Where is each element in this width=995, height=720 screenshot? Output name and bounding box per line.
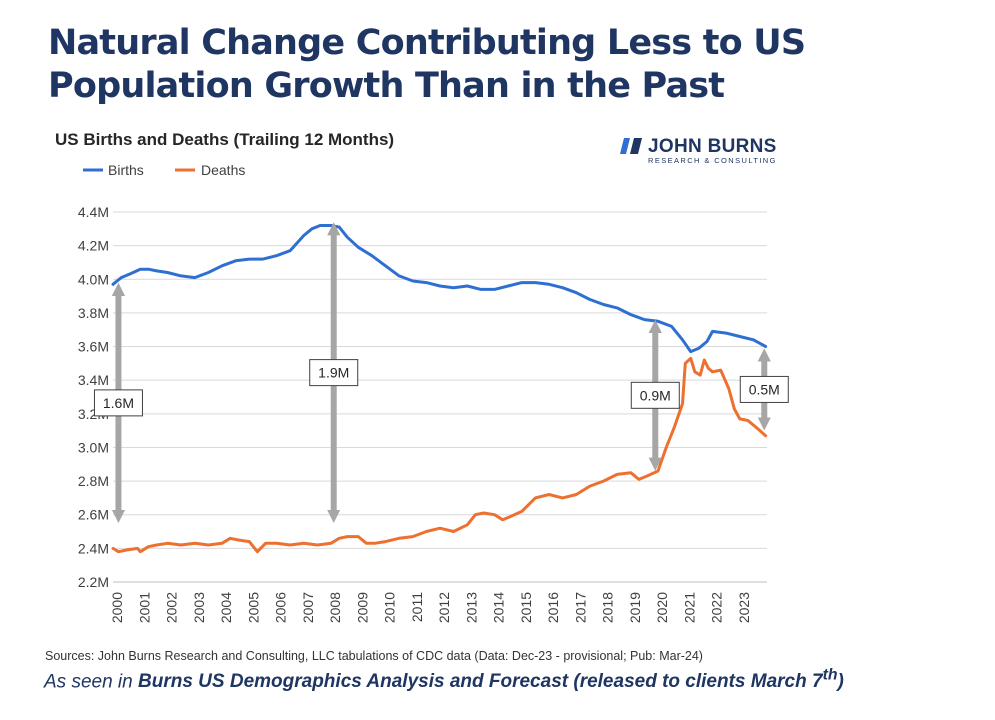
y-tick-label: 3.0M (78, 439, 109, 455)
x-tick-label: 2001 (136, 592, 152, 623)
legend-label-deaths: Deaths (201, 162, 245, 178)
x-tick-label: 2021 (681, 592, 697, 623)
page-title-line2: Population Growth Than in the Past (48, 66, 725, 106)
gap-label: 1.9M (318, 365, 349, 381)
y-axis: 2.2M2.4M2.6M2.8M3.0M3.2M3.4M3.6M3.8M4.0M… (78, 204, 109, 590)
y-tick-label: 2.8M (78, 473, 109, 489)
seen-in-report-title: Burns US Demographics Analysis and Forec… (138, 671, 823, 693)
chart-title: US Births and Deaths (Trailing 12 Months… (55, 130, 394, 149)
x-tick-label: 2007 (300, 592, 316, 623)
x-tick-label: 2015 (518, 592, 534, 623)
x-tick-label: 2018 (600, 592, 616, 623)
x-tick-label: 2016 (545, 592, 561, 623)
gap-label-box (739, 375, 789, 403)
x-tick-label: 2023 (736, 592, 752, 623)
chart: US Births and Deaths (Trailing 12 Months… (55, 130, 789, 623)
x-tick-label: 2020 (654, 592, 670, 623)
seen-in-suffix: ) (837, 671, 844, 693)
x-tick-label: 2004 (218, 592, 234, 623)
x-tick-label: 2009 (354, 592, 370, 623)
seen-in-report: Burns US Demographics Analysis and Forec… (138, 667, 844, 693)
gap-label-box (309, 359, 359, 387)
logo-subtitle: RESEARCH & CONSULTING (648, 156, 777, 165)
logo-mark-icon (620, 138, 642, 154)
page-title-line1: Natural Change Contributing Less to US (48, 23, 806, 63)
logo-name: JOHN BURNS (648, 136, 777, 157)
y-tick-label: 2.6M (78, 507, 109, 523)
y-tick-label: 3.6M (78, 339, 109, 355)
x-tick-label: 2012 (436, 592, 452, 623)
x-tick-label: 2011 (409, 592, 425, 622)
x-tick-label: 2003 (191, 592, 207, 623)
page-title: Natural Change Contributing Less to US P… (48, 22, 806, 108)
y-tick-label: 4.4M (78, 204, 109, 220)
seen-in-note: As seen in Burns US Demographics Analysi… (44, 667, 844, 693)
sources-note: Sources: John Burns Research and Consult… (45, 649, 703, 663)
x-tick-label: 2014 (491, 592, 507, 623)
x-tick-label: 2019 (627, 592, 643, 623)
x-tick-label: 2000 (109, 592, 125, 623)
x-tick-label: 2017 (572, 592, 588, 623)
annotations: 1.6M 1.9M 0.9M 0.5M (93, 222, 789, 524)
gap-label: 0.9M (640, 387, 671, 403)
x-tick-label: 2002 (164, 592, 180, 623)
x-tick-label: 2013 (463, 592, 479, 623)
gap-label-box (630, 381, 680, 409)
x-tick-label: 2010 (382, 592, 398, 623)
series-line-deaths (111, 356, 768, 554)
y-tick-label: 4.0M (78, 271, 109, 287)
series-lines (111, 224, 768, 554)
gap-label: 0.5M (749, 381, 780, 397)
y-tick-label: 4.2M (78, 238, 109, 254)
x-tick-label: 2008 (327, 592, 343, 623)
x-tick-label: 2006 (273, 592, 289, 623)
seen-in-prefix: As seen in (44, 671, 138, 693)
gap-label: 1.6M (103, 395, 134, 411)
x-axis: 2000 2001 2002 2003 2004 2005 2006 2007 2008 2009… (109, 592, 752, 623)
gap-label-box (93, 389, 143, 417)
x-tick-label: 2022 (709, 592, 725, 623)
series-line-births (111, 224, 768, 354)
y-tick-label: 2.2M (78, 574, 109, 590)
y-tick-label: 3.8M (78, 305, 109, 321)
y-tick-label: 2.4M (78, 540, 109, 556)
seen-in-superscript: th (822, 667, 838, 684)
x-tick-label: 2005 (245, 592, 261, 623)
y-tick-label: 3.4M (78, 372, 109, 388)
legend: Births Deaths (83, 162, 245, 178)
legend-label-births: Births (108, 162, 144, 178)
